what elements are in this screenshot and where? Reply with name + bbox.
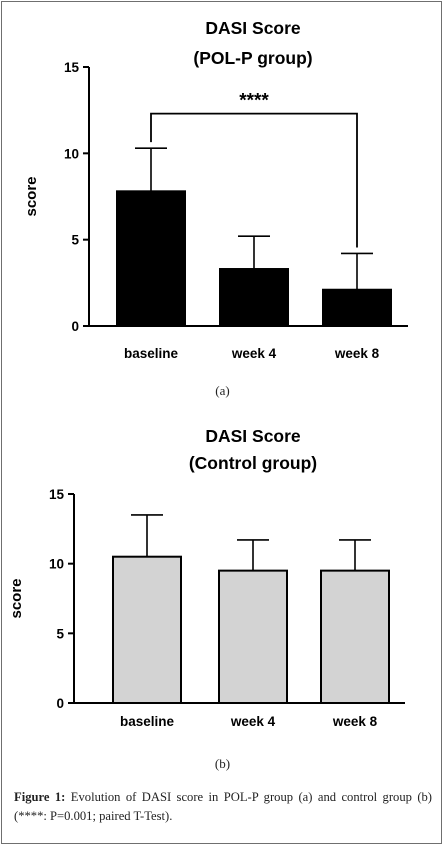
x-tick-label: baseline xyxy=(124,346,179,361)
chart-subtitle: (Control group) xyxy=(189,453,317,473)
chart-subtitle: (POL-P group) xyxy=(193,48,312,68)
caption-text: Evolution of DASI score in POL-P group (… xyxy=(14,790,433,823)
y-tick-label: 5 xyxy=(56,626,64,641)
y-tick-label: 15 xyxy=(64,60,80,75)
caption-label: Figure 1: xyxy=(14,790,66,804)
bar-week-8 xyxy=(322,288,392,327)
y-tick-label: 0 xyxy=(56,696,64,711)
bar-week-8 xyxy=(320,569,390,704)
y-tick-label: 5 xyxy=(71,233,79,248)
y-axis-label: score xyxy=(8,578,25,618)
chart-pol-p-group: DASI Score (POL-P group) 0 5 10 15 score baseli… xyxy=(23,18,408,361)
x-tick-label: baseline xyxy=(120,714,175,729)
significance-label: **** xyxy=(239,91,269,112)
bar-week-4 xyxy=(219,268,289,327)
bar-baseline xyxy=(116,190,186,327)
y-tick-label: 0 xyxy=(71,319,79,334)
y-tick-label: 10 xyxy=(64,146,79,161)
y-tick-label: 10 xyxy=(49,557,64,572)
x-tick-label: week 8 xyxy=(332,714,378,729)
panel-label-a: (a) xyxy=(215,383,230,398)
chart-title: DASI Score xyxy=(205,426,301,446)
figure-caption: Figure 1: Evolution of DASI score in POL… xyxy=(14,788,432,826)
bar-baseline xyxy=(112,555,182,704)
chart-control-group: DASI Score (Control group) 0 5 10 15 score base… xyxy=(8,426,405,729)
y-axis-label: score xyxy=(23,176,40,216)
x-tick-label: week 8 xyxy=(334,346,380,361)
significance-bracket xyxy=(150,112,358,248)
y-tick-label: 15 xyxy=(49,487,65,502)
panel-label-b: (b) xyxy=(214,756,231,771)
chart-title: DASI Score xyxy=(205,18,301,38)
x-tick-label: week 4 xyxy=(230,714,276,729)
bar-week-4 xyxy=(218,569,288,704)
x-tick-label: week 4 xyxy=(231,346,277,361)
